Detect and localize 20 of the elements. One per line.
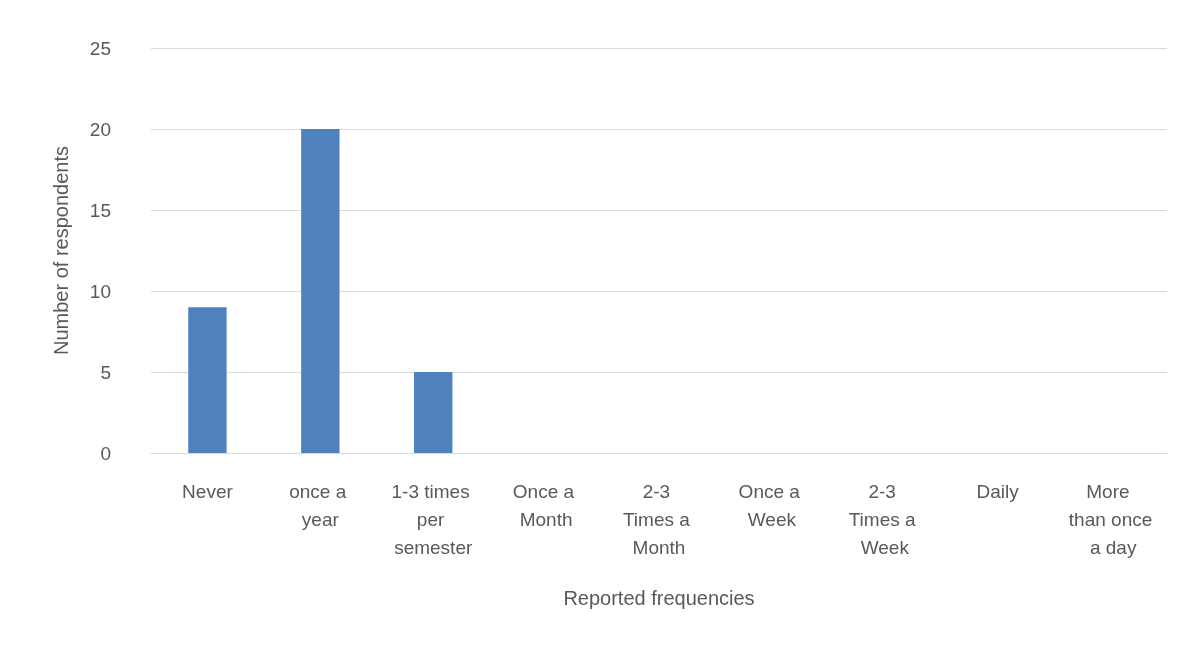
x-tick-label: once a year bbox=[289, 480, 352, 530]
y-tick-label: 20 bbox=[89, 118, 111, 140]
x-tick-label: More than once a day bbox=[1068, 480, 1153, 558]
bar bbox=[414, 372, 453, 453]
y-tick-label: 10 bbox=[89, 280, 111, 302]
y-axis-title: Number of respondents bbox=[50, 145, 72, 356]
bar bbox=[301, 129, 340, 453]
y-tick-label: 0 bbox=[100, 442, 111, 464]
x-tick-label: Never bbox=[182, 480, 234, 502]
x-tick-label: Once a Month bbox=[512, 480, 580, 530]
x-tick-label: 1-3 times per semester bbox=[391, 480, 475, 558]
x-axis-title: Reported frequencies bbox=[563, 587, 755, 609]
x-tick-label: Once a Week bbox=[738, 480, 806, 530]
x-tick-label: 2-3 Times a Week bbox=[848, 480, 921, 558]
y-tick-label: 5 bbox=[100, 361, 111, 383]
y-tick-label: 15 bbox=[89, 199, 111, 221]
x-tick-label: 2-3 Times a Month bbox=[622, 480, 696, 558]
y-tick-label: 25 bbox=[89, 37, 111, 59]
bar bbox=[188, 307, 227, 453]
x-tick-label: Daily bbox=[976, 480, 1020, 502]
